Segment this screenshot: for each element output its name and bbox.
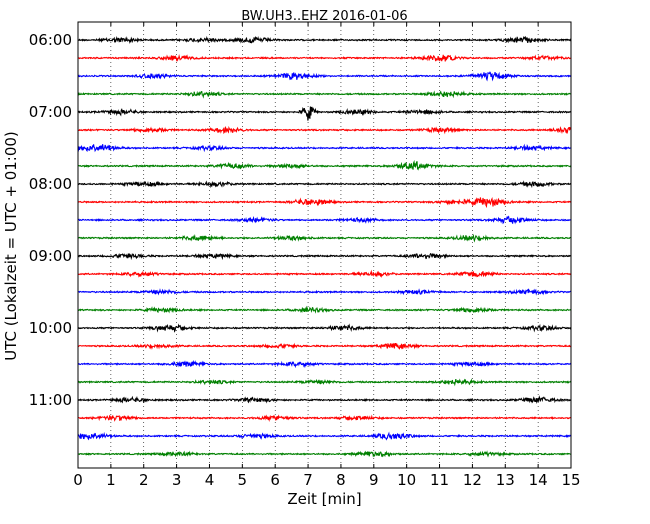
- seismic-trace-0730: [77, 143, 572, 153]
- x-tick-label: 11: [430, 471, 449, 489]
- x-tick-label: 3: [172, 471, 182, 489]
- x-tick-label: 5: [238, 471, 248, 489]
- seismic-trace-1130: [77, 431, 572, 441]
- seismic-trace-1030: [77, 359, 572, 369]
- x-tick-label: 13: [496, 471, 515, 489]
- chart-title: BW.UH3..EHZ 2016-01-06: [241, 9, 407, 24]
- x-tick-label: 15: [561, 471, 580, 489]
- x-axis-label: Zeit [min]: [287, 490, 361, 508]
- x-tick-label: 14: [529, 471, 548, 489]
- seismic-trace-0945: [77, 305, 572, 314]
- x-tick-label: 0: [73, 471, 83, 489]
- x-tick-label: 4: [205, 471, 215, 489]
- seismic-trace-0630: [77, 71, 572, 82]
- seismic-trace-0700: [77, 106, 572, 121]
- seismic-trace-0600: [77, 35, 572, 45]
- seismic-trace-1015: [77, 342, 572, 350]
- grid-lines: [110, 22, 539, 468]
- x-tick-label: 9: [369, 471, 379, 489]
- x-tick-label: 1: [106, 471, 116, 489]
- seismic-trace-0615: [77, 53, 572, 62]
- seismic-trace-0830: [77, 215, 572, 225]
- seismic-trace-0845: [77, 233, 572, 243]
- seismic-trace-0745: [77, 159, 572, 171]
- seismic-trace-0930: [77, 288, 572, 296]
- x-tick-label: 12: [463, 471, 482, 489]
- seismic-trace-0715: [77, 125, 572, 135]
- x-tick-label: 2: [139, 471, 149, 489]
- x-tick-label: 7: [303, 471, 313, 489]
- y-tick-label: 11:00: [29, 391, 72, 409]
- plot-frame: [77, 21, 572, 469]
- seismic-trace-1045: [77, 378, 572, 387]
- seismic-trace-1115: [77, 414, 572, 422]
- seismic-trace-1145: [77, 450, 572, 458]
- axis-ticks: 0 1 2 3 4 5 6 7 8 9 10 11 12 13 14 1506:0007:0008:0009:…: [29, 22, 581, 489]
- y-tick-label: 10:00: [29, 319, 72, 337]
- y-tick-label: 09:00: [29, 247, 72, 265]
- y-tick-label: 06:00: [29, 31, 72, 49]
- y-tick-label: 07:00: [29, 103, 72, 121]
- seismic-trace-1000: [77, 323, 572, 333]
- y-axis-label: UTC (Lokalzeit = UTC + 01:00): [2, 131, 20, 361]
- x-tick-label: 8: [336, 471, 346, 489]
- seismic-trace-0645: [77, 90, 572, 99]
- trace-lines: [77, 35, 572, 458]
- seismic-trace-0800: [77, 180, 572, 189]
- y-tick-label: 08:00: [29, 175, 72, 193]
- seismic-trace-1100: [77, 395, 572, 405]
- seismic-trace-0915: [77, 269, 572, 279]
- seismic-trace-0815: [77, 196, 572, 209]
- x-tick-label: 6: [270, 471, 280, 489]
- x-tick-label: 10: [397, 471, 416, 489]
- seismic-trace-0900: [77, 252, 572, 261]
